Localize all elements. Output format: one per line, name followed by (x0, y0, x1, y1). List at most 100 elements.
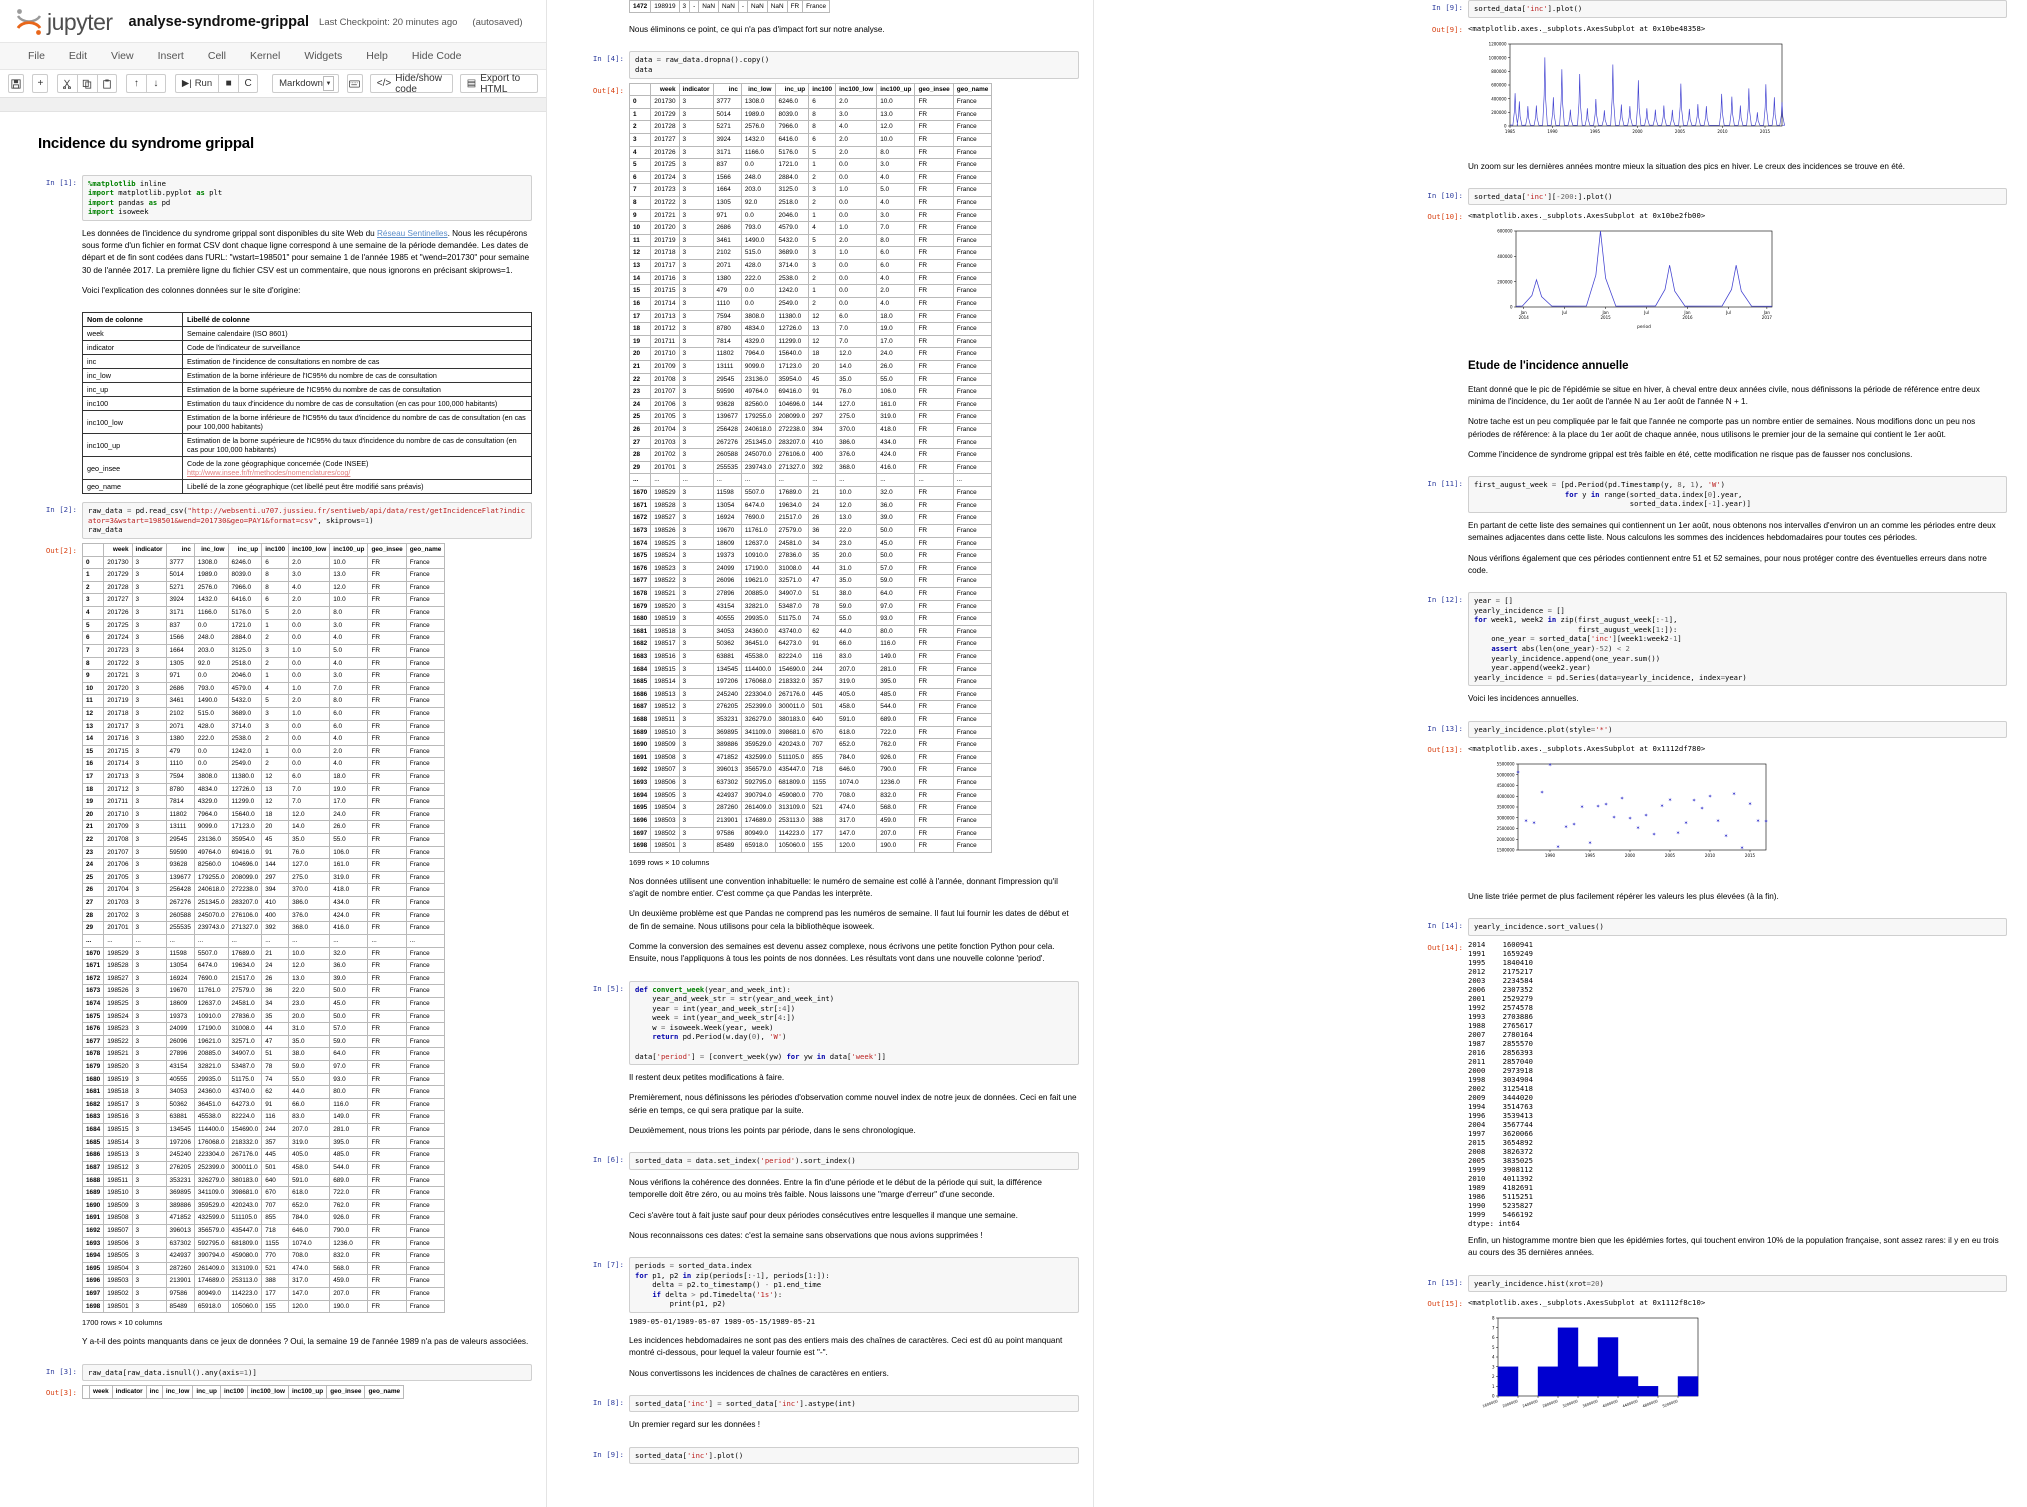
cell-in-9[interactable]: In [9]: sorted_data['inc'].plot() (1424, 0, 2007, 18)
cell-markdown-eliminate[interactable]: Nous éliminons ce point, ce qui n'a pas … (585, 21, 1079, 47)
insert-cell-button[interactable]: + (32, 74, 49, 93)
cell-in-6[interactable]: In [6]: sorted_data = data.set_index('pe… (585, 1152, 1079, 1170)
dataframe-cell: France (405, 1034, 446, 1049)
dataframe-cell: 40555 (165, 1072, 195, 1087)
cell-in-10[interactable]: In [10]: sorted_data['inc'][-200:].plot(… (1424, 187, 2007, 206)
dataframe-cell: 47 (808, 574, 837, 588)
cell-markdown-voici[interactable]: Voici les incidences annuelles. (1424, 690, 2007, 716)
menu-item-edit[interactable]: Edit (68, 50, 88, 62)
run-button[interactable]: ▶| Run (174, 74, 219, 93)
code-input-7[interactable]: periods = sorted_data.index for p1, p2 i… (629, 1257, 1079, 1313)
cell-in-13[interactable]: In [13]: yearly_incidence.plot(style='*'… (1424, 720, 2007, 739)
cell-in-9-mid[interactable]: In [9]: sorted_data['inc'].plot() (585, 1446, 1079, 1465)
code-input-14[interactable]: yearly_incidence.sort_values() (1468, 918, 2007, 937)
dataframe-cell: 198526 (103, 984, 133, 998)
restart-kernel-button[interactable]: C (238, 74, 259, 93)
cell-markdown-liste[interactable]: Une liste triée permet de plus facilemen… (1424, 888, 2007, 914)
menu-item-kernel[interactable]: Kernel (249, 50, 281, 62)
code-input-4[interactable]: data = raw_data.dropna().copy() data (629, 51, 1079, 79)
menu-item-insert[interactable]: Insert (157, 50, 184, 62)
cell-markdown-coherence[interactable]: Nous vérifions la cohérence des données.… (585, 1174, 1079, 1253)
cell-markdown-annuelle[interactable]: Etude de l'incidence annuelle Etant donn… (1424, 345, 2007, 472)
paste-icon[interactable] (96, 74, 117, 93)
dataframe-cell: 198503 (103, 1274, 133, 1288)
code-input-6[interactable]: sorted_data = data.set_index('period').s… (629, 1152, 1079, 1170)
save-button[interactable] (8, 74, 24, 93)
dataframe-cell: France (952, 233, 993, 248)
dataframe-cell: 511105.0 (774, 750, 810, 765)
dataframe-cell: 43740.0 (227, 1085, 263, 1099)
code-input-13[interactable]: yearly_incidence.plot(style='*') (1468, 720, 2007, 739)
table-row: 20 201710 3 11802 7964.0 15640.0 18 12.0 24.0 FR F… (81, 807, 446, 822)
cell-markdown-hist[interactable]: Enfin, un histogramme montre bien que le… (1424, 1232, 2007, 1271)
cell-in-11[interactable]: In [11]: first_august_week = [pd.Period(… (1424, 476, 2007, 513)
code-input-15[interactable]: yearly_incidence.hist(xrot=20) (1468, 1274, 2007, 1293)
export-html-button[interactable]: ▤ Export to HTML (459, 73, 538, 95)
cell-in-2[interactable]: In [2]: raw_data = pd.read_csv("http://w… (38, 502, 532, 540)
menu-item-widgets[interactable]: Widgets (304, 50, 343, 62)
dataframe-cell: 3 (678, 713, 714, 727)
reseau-sentinelles-link[interactable]: Réseau Sentinelles (377, 228, 448, 238)
dataframe-cell: 3 (131, 757, 167, 771)
code-input-12[interactable]: year = [] yearly_incidence = [] for week… (1468, 592, 2007, 687)
code-input-11[interactable]: first_august_week = [pd.Period(pd.Timest… (1468, 476, 2007, 513)
cell-markdown-intervalles[interactable]: En partant de cette liste des semaines q… (1424, 517, 2007, 588)
cell-markdown-hebdo[interactable]: Les incidences hebdomadaires ne sont pas… (585, 1332, 1079, 1391)
code-input-9[interactable]: sorted_data['inc'].plot() (1468, 0, 2007, 18)
code-input-1[interactable]: %matplotlib inline import matplotlib.pyp… (82, 174, 532, 221)
code-input-10[interactable]: sorted_data['inc'][-200:].plot() (1468, 187, 2007, 206)
cell-in-3[interactable]: In [3]: raw_data[raw_data.isnull().any(a… (38, 1363, 532, 1382)
dataframe-cell: 23136.0 (193, 833, 229, 847)
dataframe-cell: 485.0 (329, 1148, 369, 1162)
cell-markdown-zoom[interactable]: Un zoom sur les dernières années montre … (1424, 158, 2007, 184)
menu-item-help[interactable]: Help (366, 50, 388, 62)
cell-in-15[interactable]: In [15]: yearly_incidence.hist(xrot=20) (1424, 1274, 2007, 1293)
liste-triee-paragraph: Une liste triée permet de plus facilemen… (1468, 892, 1779, 902)
jupyter-logo-icon[interactable]: jupyter (14, 8, 113, 36)
cell-in-5[interactable]: In [5]: def convert_week(year_and_week_i… (585, 980, 1079, 1066)
cell-in-1[interactable]: In [1]: %matplotlib inline import matplo… (38, 174, 532, 221)
hide-show-code-button[interactable]: </> Hide/show code (369, 73, 453, 95)
cell-in-7[interactable]: In [7]: periods = sorted_data.index for … (585, 1257, 1079, 1313)
move-cell-up-button[interactable]: ↑ (125, 74, 146, 93)
dataframe-cell: 515.0 (193, 706, 229, 721)
cell-markdown-modifs[interactable]: Il restent deux petites modifications à … (585, 1069, 1079, 1148)
menu-item-view[interactable]: View (111, 50, 134, 62)
menu-item-cell[interactable]: Cell (207, 50, 226, 62)
cut-icon[interactable] (56, 74, 77, 93)
cell-in-14[interactable]: In [14]: yearly_incidence.sort_values() (1424, 918, 2007, 937)
dataframe-cell: 198529 (103, 946, 133, 961)
cell-markdown-conventions[interactable]: Nos données utilisent une convention inh… (585, 873, 1079, 977)
move-cell-down-button[interactable]: ↓ (145, 74, 166, 93)
dataframe-cell: 19634.0 (227, 959, 263, 973)
code-input-8[interactable]: sorted_data['inc'] = sorted_data['inc'].… (629, 1394, 1079, 1413)
cell-type-select[interactable]: Markdown ▼ (272, 74, 339, 93)
dataframe-cell: France (952, 145, 993, 160)
dataframe-cell: 501 (261, 1160, 290, 1175)
menu-item-hide-code[interactable]: Hide Code (411, 50, 462, 62)
keyboard-icon[interactable] (346, 74, 363, 93)
dataframe-cell: 201729 (103, 568, 133, 582)
menu-item-file[interactable]: File (28, 50, 45, 62)
dataframe-cell: 8039.0 (774, 107, 810, 122)
cell-in-12[interactable]: In [12]: year = [] yearly_incidence = []… (1424, 592, 2007, 687)
cell-markdown-regard[interactable]: Un premier regard sur les données ! (585, 1416, 1079, 1442)
cell-in-8[interactable]: In [8]: sorted_data['inc'] = sorted_data… (585, 1394, 1079, 1413)
dataframe-cell: 1989.0 (193, 568, 229, 582)
cell-markdown-title[interactable]: Incidence du syndrome grippal (38, 126, 532, 171)
interrupt-kernel-button[interactable]: ■ (218, 74, 239, 93)
cell-markdown-missing[interactable]: Y a-t-il des points manquants dans ce je… (38, 1333, 532, 1359)
copy-icon[interactable] (76, 74, 97, 93)
cell-in-4[interactable]: In [4]: data = raw_data.dropna().copy() … (585, 51, 1079, 79)
code-input-9-mid[interactable]: sorted_data['inc'].plot() (629, 1446, 1079, 1465)
notebook-title[interactable]: analyse-syndrome-grippal (128, 14, 310, 30)
dataframe-cell: France (952, 347, 993, 361)
code-input-2[interactable]: raw_data = pd.read_csv("http://websenti.… (82, 502, 532, 540)
dataframe-cell: 2538.0 (774, 271, 810, 286)
dataframe-cell: 637302 (165, 1236, 195, 1251)
insee-link[interactable]: http://www.insee.fr/fr/methodes/nomencla… (187, 468, 351, 478)
code-input-3[interactable]: raw_data[raw_data.isnull().any(axis=1)] (82, 1363, 532, 1382)
code-input-5[interactable]: def convert_week(year_and_week_int): yea… (629, 980, 1079, 1066)
cell-markdown-intro[interactable]: Les données de l'incidence du syndrome g… (38, 225, 532, 308)
cell-out-10: Out[10]: <matplotlib.axes._subplots.Axes… (1424, 209, 2007, 341)
